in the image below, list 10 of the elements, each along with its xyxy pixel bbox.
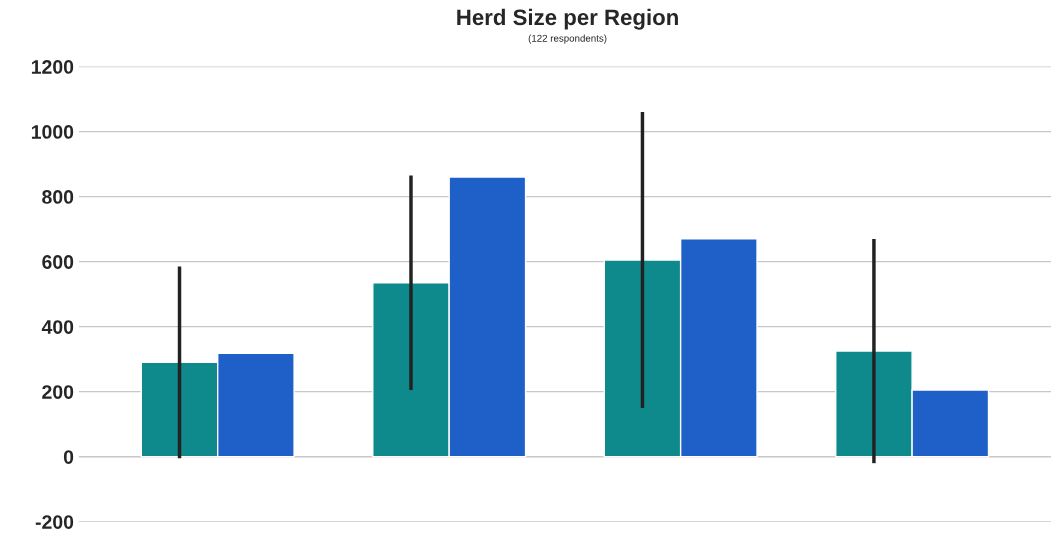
y-tick-label: -200: [35, 515, 74, 529]
y-tick-label: 800: [42, 190, 74, 204]
chart-title: Herd Size per Region: [457, 8, 678, 30]
chart-subtitle: (122 respondents): [528, 34, 607, 44]
y-tick-label: 1000: [31, 125, 74, 139]
y-tick-label: 400: [41, 320, 74, 334]
y-tick-label: 1200: [31, 60, 74, 74]
y-tick-label: 200: [42, 385, 74, 399]
y-tick-label: 0: [63, 450, 74, 464]
y-tick-label: 600: [42, 255, 74, 269]
